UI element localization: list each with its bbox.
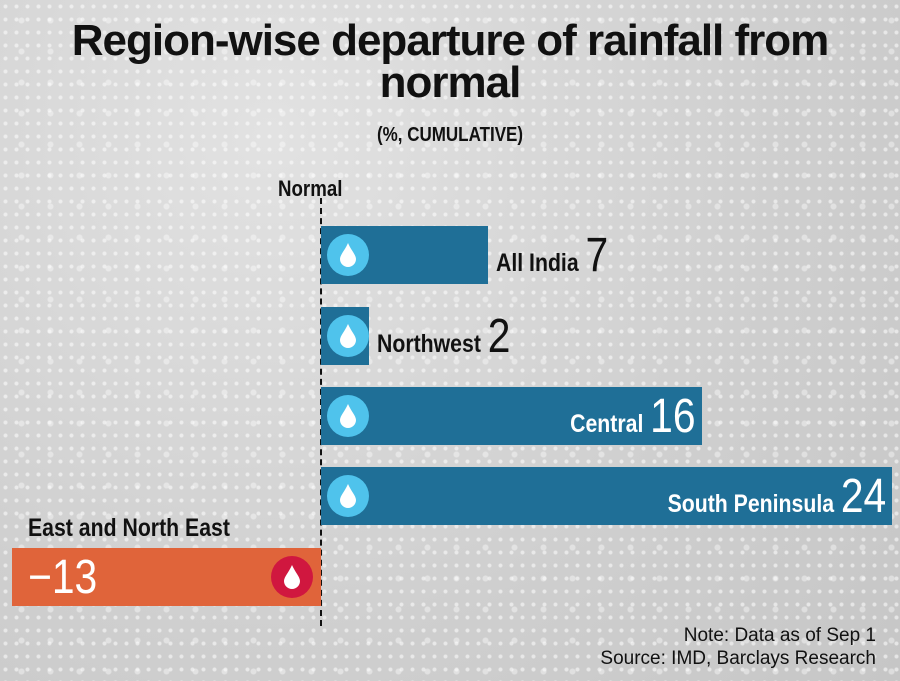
water-drop-icon	[327, 475, 369, 517]
bar-central	[321, 387, 702, 445]
water-drop-icon	[270, 556, 313, 598]
value-label: 24	[840, 470, 887, 523]
footnote: Note: Data as of Sep 1 Source: IMD, Barc…	[600, 624, 876, 670]
water-drop-icon	[327, 395, 369, 437]
water-drop-icon	[327, 234, 369, 276]
bar-label: All India 7	[496, 228, 608, 283]
value-label: 16	[650, 390, 696, 443]
value-label: 7	[585, 229, 608, 282]
chart-subtitle: (%, CUMULATIVE)	[376, 124, 524, 146]
bar-label: Central 16	[570, 389, 695, 444]
baseline-label: Normal	[278, 176, 343, 201]
chart-title: Region-wise departure of rainfall from n…	[71, 16, 830, 107]
bar-label: Northwest 2	[377, 309, 510, 364]
bar-all-india	[321, 226, 488, 284]
category-label: East and North East	[28, 514, 230, 542]
bar-east-and-north-east	[11, 548, 321, 606]
category-label: South Peninsula	[667, 490, 835, 518]
bar-label: South Peninsula 24	[668, 469, 887, 524]
water-drop-icon	[327, 315, 369, 357]
bar-south-peninsula	[321, 467, 893, 525]
note-text: Note: Data as of Sep 1	[683, 625, 876, 646]
category-label: All India	[495, 249, 579, 277]
source-text: Source: IMD, Barclays Research	[600, 648, 876, 669]
category-label: Central	[570, 410, 644, 438]
bar-northwest	[321, 307, 369, 365]
value-label: −13	[27, 551, 97, 604]
category-label: Northwest	[376, 330, 481, 358]
value-label: 2	[487, 310, 510, 363]
